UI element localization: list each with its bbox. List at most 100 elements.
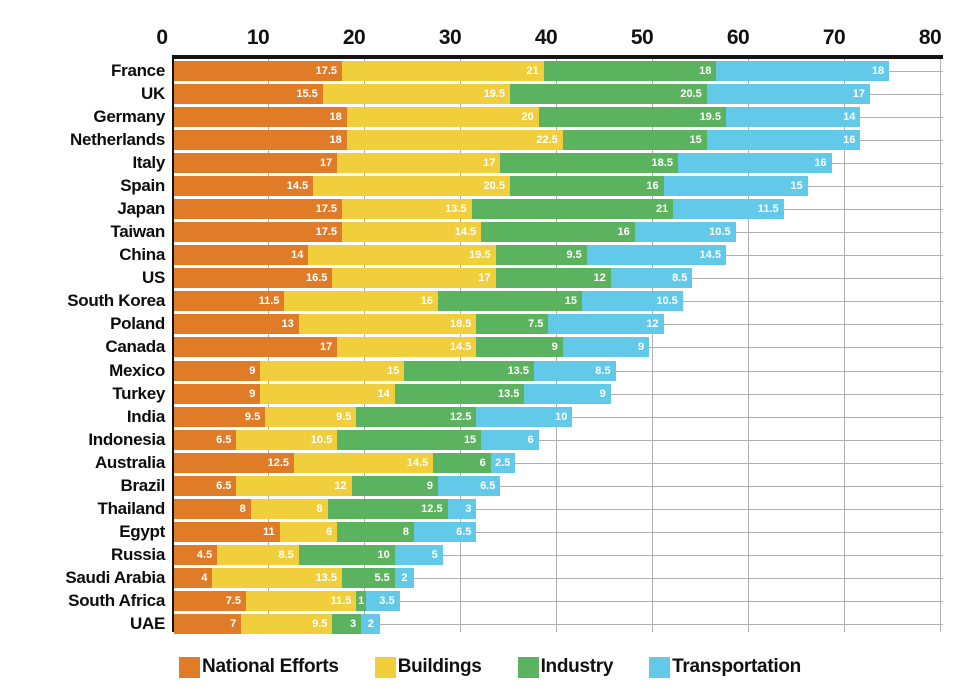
segment-value-label: 11.5 — [757, 203, 779, 215]
stacked-bar: 11.5 16 15 10.5 — [174, 291, 683, 312]
x-tick-label: 60 — [726, 26, 750, 49]
bar-segment: 17 — [174, 337, 338, 358]
bar-segment: 8 — [174, 499, 251, 520]
segment-value-label: 18.5 — [651, 156, 673, 169]
vertical-gridline — [940, 59, 941, 632]
stacked-bar: 12.5 14.5 6 2.5 — [174, 452, 515, 473]
stacked-bar: 6.5 10.5 15 6 — [174, 429, 539, 450]
bar-segment: 7 — [174, 614, 242, 635]
country-label: Taiwan — [110, 222, 165, 242]
x-tick-label: 20 — [342, 26, 366, 49]
segment-value-label: 18 — [699, 64, 712, 77]
segment-value-label: 6.5 — [456, 526, 472, 539]
segment-value-label: 10.5 — [310, 433, 333, 446]
legend-label: Industry — [540, 656, 614, 677]
segment-value-label: 22.5 — [536, 133, 558, 146]
legend-label: Transportation — [672, 656, 801, 677]
segment-value-label: 4 — [201, 572, 208, 585]
country-label: Netherlands — [70, 129, 165, 149]
stacked-bar: 15.5 19.5 20.5 17 — [174, 83, 870, 104]
segment-value-label: 20.5 — [483, 179, 505, 192]
bar-segment: 16.5 — [174, 268, 333, 289]
legend-item: Industry — [517, 656, 614, 678]
country-label: Turkey — [112, 383, 165, 403]
stacked-bar: 7 9.5 3 2 — [174, 614, 381, 635]
segment-value-label: 2 — [401, 572, 408, 585]
stacked-bar: 16.5 17 12 8.5 — [174, 268, 693, 289]
vertical-gridline — [652, 59, 653, 632]
bar-segment: 2.5 — [490, 452, 515, 473]
bar-segment: 8 — [337, 522, 414, 543]
segment-value-label: 9 — [249, 364, 256, 377]
bar-segment: 7.5 — [174, 591, 246, 612]
segment-value-label: 20 — [521, 110, 534, 123]
bar-segment: 17.5 — [174, 199, 342, 219]
segment-value-label: 14 — [843, 110, 856, 123]
segment-value-label: 19.5 — [469, 249, 491, 262]
bar-row: Japan 17.5 13.5 21 11.5 — [117, 197, 943, 220]
bar-segment: 14.5 — [294, 452, 434, 473]
bar-row: Netherlands 18 22.5 15 16 — [70, 128, 943, 151]
segment-value-label: 19.5 — [699, 110, 721, 123]
bar-segment: 15 — [337, 429, 482, 450]
bar-segment: 11.5 — [246, 591, 357, 612]
segment-value-label: 15.5 — [296, 87, 318, 100]
segment-value-label: 18 — [329, 110, 342, 123]
segment-value-label: 5.5 — [374, 572, 390, 585]
segment-value-label: 6.5 — [216, 433, 232, 446]
x-tick-label: 0 — [156, 26, 168, 49]
bar-segment: 6.5 — [437, 475, 501, 496]
stacked-bar: 9 15 13.5 8.5 — [174, 360, 616, 381]
x-tick-label: 80 — [918, 26, 942, 49]
bar-segment: 6.5 — [174, 475, 237, 496]
bar-segment: 18 — [543, 60, 717, 81]
bar-segment: 9 — [174, 383, 261, 404]
bar-segment: 3 — [447, 499, 477, 520]
segment-value-label: 10 — [377, 549, 390, 562]
segment-value-label: 8.5 — [672, 272, 688, 285]
bar-segment: 9 — [562, 337, 650, 358]
segment-value-label: 1 — [358, 595, 365, 608]
bar-row: Spain 14.5 20.5 16 15 — [120, 174, 943, 197]
segment-value-label: 17.5 — [315, 203, 337, 215]
legend-label: National Efforts — [202, 656, 339, 677]
bar-row: Turkey 9 14 13.5 9 — [112, 382, 943, 405]
segment-value-label: 6 — [527, 433, 534, 446]
segment-value-label: 9 — [426, 479, 433, 492]
stacked-bar: 17 14.5 9 9 — [174, 337, 650, 358]
segment-value-label: 20.5 — [680, 87, 702, 100]
bar-segment: 11.5 — [174, 291, 285, 312]
stacked-bar: 17.5 14.5 16 10.5 — [174, 222, 736, 243]
bar-segment: 14 — [260, 383, 395, 404]
segment-value-label: 15 — [463, 433, 477, 446]
segment-value-label: 8 — [239, 503, 246, 516]
segment-value-label: 12 — [334, 479, 347, 492]
bar-segment: 11 — [174, 522, 280, 543]
bar-segment: 4 — [174, 568, 213, 589]
bar-segment: 6 — [481, 429, 539, 450]
segment-value-label: 17 — [852, 87, 865, 100]
segment-value-label: 5 — [431, 549, 438, 562]
bar-row: Russia 4.5 8.5 10 5 — [111, 544, 943, 567]
bar-segment: 10.5 — [581, 291, 683, 312]
horizontal-gridline — [174, 485, 943, 487]
segment-value-label: 3.5 — [379, 595, 395, 608]
bar-segment: 15 — [663, 175, 808, 196]
bar-segment: 3.5 — [365, 591, 400, 612]
country-label: Thailand — [97, 499, 166, 519]
bar-segment: 10.5 — [236, 429, 338, 450]
bar-row: Poland 13 18.5 7.5 12 — [110, 313, 943, 336]
segment-value-label: 6 — [326, 526, 333, 539]
stacked-bar: 14 19.5 9.5 14.5 — [174, 245, 726, 266]
bar-segment: 14 — [174, 245, 309, 266]
segment-value-label: 2 — [367, 618, 374, 631]
stacked-bar: 18 22.5 15 16 — [174, 129, 861, 150]
segment-value-label: 15 — [689, 133, 702, 146]
bar-segment: 8.5 — [610, 268, 693, 289]
segment-value-label: 10.5 — [656, 295, 678, 308]
bar-segment: 17 — [332, 268, 496, 289]
x-tick-label: 70 — [822, 26, 846, 49]
bar-segment: 2 — [361, 614, 381, 635]
segment-value-label: 9 — [551, 341, 558, 354]
